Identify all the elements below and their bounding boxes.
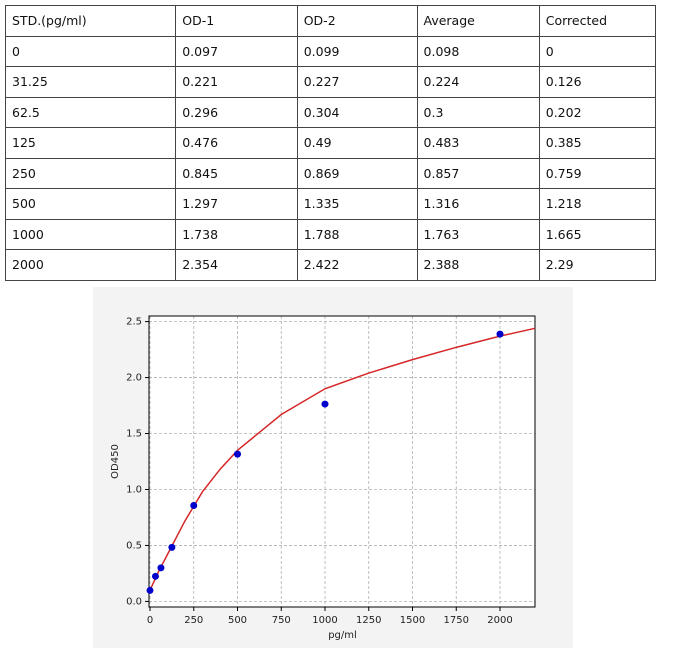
table-cell: OD-1 bbox=[175, 5, 298, 37]
table-cell: 125 bbox=[4, 127, 177, 159]
table-row: 500 1.297 1.335 1.316 1.218 bbox=[4, 188, 657, 220]
table-cell: 2000 bbox=[4, 249, 177, 281]
y-axis-label: OD450 bbox=[110, 444, 121, 479]
table-cell: 0.304 bbox=[296, 96, 418, 128]
table-cell: 0.857 bbox=[416, 157, 540, 189]
table-cell: 0 bbox=[538, 35, 657, 67]
table-cell: 0.296 bbox=[175, 96, 298, 128]
table-row: STD.(pg/ml) OD-1 OD-2 Average Corrected bbox=[4, 5, 657, 37]
table-cell: 1000 bbox=[4, 218, 177, 250]
x-tick-label: 250 bbox=[184, 615, 203, 626]
table-row: 125 0.476 0.49 0.483 0.385 bbox=[4, 127, 657, 159]
table-cell: Corrected bbox=[538, 5, 657, 37]
table-cell: 2.388 bbox=[416, 249, 540, 281]
data-point bbox=[190, 501, 198, 509]
x-tick-label: 1500 bbox=[400, 615, 425, 626]
table-cell: 0.221 bbox=[175, 66, 298, 98]
x-tick-label: 1250 bbox=[356, 615, 381, 626]
x-tick-label: 750 bbox=[272, 615, 291, 626]
table-cell: STD.(pg/ml) bbox=[4, 5, 177, 37]
plot-frame bbox=[148, 315, 536, 608]
table-cell: 0.476 bbox=[175, 127, 298, 159]
x-axis-label: pg/ml bbox=[328, 630, 357, 641]
data-point bbox=[321, 400, 329, 408]
table-cell: Average bbox=[416, 5, 540, 37]
table-row: 2000 2.354 2.422 2.388 2.29 bbox=[4, 249, 657, 281]
table-row: 0 0.097 0.099 0.098 0 bbox=[4, 35, 657, 67]
y-tick-label: 2.5 bbox=[126, 317, 142, 328]
table-cell: 0.227 bbox=[296, 66, 418, 98]
table-cell: 500 bbox=[4, 188, 177, 220]
data-table: STD.(pg/ml) OD-1 OD-2 Average Corrected 0 0.09… bbox=[4, 5, 657, 281]
table-cell: 1.335 bbox=[296, 188, 418, 220]
table-cell: 0.49 bbox=[296, 127, 418, 159]
y-tick-label: 1.0 bbox=[126, 484, 142, 495]
table-cell: 250 bbox=[4, 157, 177, 189]
y-tick-label: 1.5 bbox=[126, 429, 142, 440]
table-cell: 0.224 bbox=[416, 66, 540, 98]
table-cell: 62.5 bbox=[4, 96, 177, 128]
data-point bbox=[146, 586, 154, 594]
table-cell: 0.869 bbox=[296, 157, 418, 189]
table-cell: 0.202 bbox=[538, 96, 657, 128]
table-cell: 1.316 bbox=[416, 188, 540, 220]
table-cell: OD-2 bbox=[296, 5, 418, 37]
table-cell: 1.218 bbox=[538, 188, 657, 220]
data-point bbox=[234, 450, 241, 458]
table-cell: 1.763 bbox=[416, 218, 540, 250]
table-cell: 2.29 bbox=[538, 249, 657, 281]
x-tick-label: 500 bbox=[228, 615, 247, 626]
plot-area bbox=[149, 316, 535, 607]
y-tick-label: 2.0 bbox=[126, 373, 142, 384]
table-cell: 0.759 bbox=[538, 157, 657, 189]
table-cell: 31.25 bbox=[4, 66, 177, 98]
table-cell: 2.422 bbox=[296, 249, 418, 281]
table-cell: 0 bbox=[4, 35, 177, 67]
x-tick-label: 1000 bbox=[312, 615, 337, 626]
table-cell: 0.097 bbox=[175, 35, 298, 67]
data-point bbox=[151, 572, 159, 580]
table-cell: 0.845 bbox=[175, 157, 298, 189]
data-point bbox=[157, 564, 165, 572]
data-point bbox=[168, 543, 176, 551]
table-cell: 0.098 bbox=[416, 35, 540, 67]
table-row: 31.25 0.221 0.227 0.224 0.126 bbox=[4, 66, 657, 98]
table-cell: 1.738 bbox=[175, 218, 298, 250]
table-cell: 0.126 bbox=[538, 66, 657, 98]
table-cell: 0.099 bbox=[296, 35, 418, 67]
chart: 0 250 500 750 1000 1250 1500 1750 2000 0.0 0.5 1.0 1… bbox=[93, 287, 573, 648]
table-row: 250 0.845 0.869 0.857 0.759 bbox=[4, 157, 657, 189]
table-cell: 2.354 bbox=[175, 249, 298, 281]
table-cell: 0.3 bbox=[416, 96, 540, 128]
table-row: 62.5 0.296 0.304 0.3 0.202 bbox=[4, 96, 657, 128]
table-cell: 1.788 bbox=[296, 218, 418, 250]
x-tick-label: 2000 bbox=[487, 615, 512, 626]
table-cell: 1.665 bbox=[538, 218, 657, 250]
table-cell: 1.297 bbox=[175, 188, 298, 220]
table-row: 1000 1.738 1.788 1.763 1.665 bbox=[4, 218, 657, 250]
x-tick-label: 1750 bbox=[444, 615, 469, 626]
table-cell: 0.483 bbox=[416, 127, 540, 159]
y-tick-label: 0.5 bbox=[126, 540, 142, 551]
y-tick-label: 0.0 bbox=[126, 596, 142, 607]
x-tick-label: 0 bbox=[147, 615, 153, 626]
table-cell: 0.385 bbox=[538, 127, 657, 159]
data-point bbox=[496, 330, 504, 338]
